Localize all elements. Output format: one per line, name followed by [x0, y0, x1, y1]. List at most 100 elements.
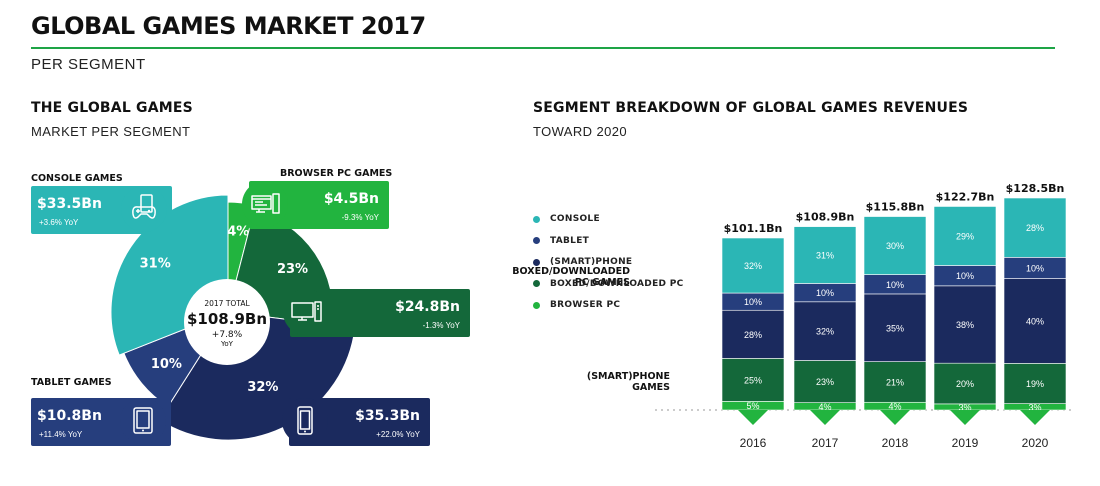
pie-center-value: $108.9Bn: [187, 310, 267, 328]
pie-slice-label-boxed_pc: 23%: [277, 262, 308, 277]
bar-segment-label-smartphone-2020: 40%: [1026, 316, 1044, 326]
legend-item-browser_pc: BROWSER PC: [533, 298, 620, 312]
bar-segment-tablet-2018: [863, 274, 927, 295]
pie-slice-label-smartphone: 32%: [247, 380, 278, 395]
x-tick-label-2017: 2017: [812, 436, 839, 450]
bar-segment-tablet-2016: [721, 292, 785, 311]
bar-chart-subtitle: TOWARD 2020: [533, 124, 627, 139]
bar-segment-label-console-2016: 32%: [744, 261, 762, 271]
callout-title-smartphone: (SMART)PHONE GAMES: [587, 371, 670, 393]
legend-swatch: [533, 215, 540, 223]
legend-swatch: [533, 237, 540, 244]
callout-title-tablet: TABLET GAMES: [31, 377, 112, 388]
bar-total-label-2018: $115.8Bn: [866, 201, 925, 214]
bar-segment-browser_pc-2016: [721, 401, 785, 411]
pie-slice-label-browser_pc: 4%: [227, 225, 249, 240]
pie-center-change-label: YoY: [220, 340, 234, 348]
bar-segment-label-boxed_pc-2020: 19%: [1026, 379, 1044, 389]
bar-segment-label-tablet-2017: 10%: [816, 288, 834, 298]
bar-segment-boxed_pc-2018: [863, 361, 927, 403]
bar-segment-smartphone-2019: [933, 285, 997, 364]
callout-title-line: GAMES: [632, 382, 670, 393]
smartphone-icon: [282, 398, 328, 444]
bar-segment-console-2018: [863, 216, 927, 275]
bar-segment-label-smartphone-2016: 28%: [744, 330, 762, 340]
bar-segment-boxed_pc-2016: [721, 358, 785, 402]
bar-segment-label-boxed_pc-2016: 25%: [744, 375, 762, 385]
bar-segment-browser_pc-2019: [933, 403, 997, 411]
legend-swatch: [533, 301, 540, 309]
bar-segment-tablet-2020: [1003, 257, 1067, 279]
bar-segment-label-smartphone-2017: 32%: [816, 327, 834, 337]
callout-title-line: CONSOLE GAMES: [31, 173, 123, 184]
callout-title-console: CONSOLE GAMES: [31, 173, 123, 184]
bar-segment-boxed_pc-2017: [793, 360, 857, 403]
x-tick-label-2016: 2016: [740, 436, 767, 450]
callout-title-line: BOXED/DOWNLOADED: [512, 266, 630, 277]
pie-chart-subtitle: MARKET PER SEGMENT: [31, 124, 191, 139]
title-divider: [31, 47, 1055, 49]
bar-segment-label-browser_pc-2018: 4%: [888, 402, 901, 412]
pie-chart-title: THE GLOBAL GAMES: [31, 100, 193, 116]
bar-segment-label-tablet-2019: 10%: [956, 271, 974, 281]
bar-segment-console-2017: [793, 226, 857, 284]
bar-segment-label-browser_pc-2019: 3%: [958, 402, 971, 412]
bar-segment-label-boxed_pc-2018: 21%: [886, 377, 904, 387]
bar-segment-label-browser_pc-2017: 4%: [818, 402, 831, 412]
bar-segment-console-2016: [721, 237, 785, 294]
bar-segment-label-console-2019: 29%: [956, 231, 974, 241]
pie-center-disc: [184, 279, 270, 365]
bar-segment-label-console-2017: 31%: [816, 251, 834, 261]
bar-chevron-2020: [1020, 410, 1050, 425]
legend-item-boxed_pc: BOXED/DOWNLOADED PC: [533, 277, 684, 291]
bar-segment-label-browser_pc-2020: 3%: [1028, 402, 1041, 412]
gamepad-icon: [121, 186, 167, 232]
bar-segment-label-boxed_pc-2019: 20%: [956, 379, 974, 389]
pie-center-change: +7.8%: [212, 330, 243, 340]
legend-swatch: [533, 280, 540, 287]
legend-label: CONSOLE: [550, 214, 600, 224]
bar-total-label-2020: $128.5Bn: [1006, 182, 1065, 195]
legend-label: BOXED/DOWNLOADED PC: [550, 278, 684, 289]
tablet-icon: [120, 398, 166, 444]
legend-swatch: [533, 258, 540, 266]
bar-chevron-2017: [810, 410, 840, 425]
bar-total-label-2016: $101.1Bn: [724, 222, 783, 235]
bar-segment-smartphone-2017: [793, 301, 857, 361]
bar-segment-label-smartphone-2019: 38%: [956, 320, 974, 330]
bar-segment-browser_pc-2018: [863, 401, 927, 411]
callout-title-line: BROWSER PC GAMES: [280, 168, 393, 179]
callout-title-line: PC GAMES: [574, 277, 630, 288]
legend-label: (SMART)PHONE: [550, 257, 633, 267]
bar-chevron-2019: [950, 410, 980, 425]
bar-segment-console-2020: [1003, 197, 1067, 258]
monitor-icon: [283, 289, 329, 335]
pie-center-label: 2017 TOTAL: [204, 299, 250, 308]
bar-segment-label-tablet-2020: 10%: [1026, 263, 1044, 273]
bar-segment-label-console-2020: 28%: [1026, 223, 1044, 233]
bar-total-label-2019: $122.7Bn: [936, 190, 995, 203]
callout-yoy-boxed_pc: -1.3% YoY: [422, 321, 460, 330]
bar-total-label-2017: $108.9Bn: [796, 211, 855, 224]
bar-segment-smartphone-2016: [721, 309, 785, 359]
bar-segment-tablet-2017: [793, 283, 857, 303]
bar-segment-smartphone-2018: [863, 293, 927, 362]
bar-segment-console-2019: [933, 206, 997, 266]
legend-item-console: CONSOLE: [533, 212, 600, 226]
bar-segment-label-console-2018: 30%: [886, 241, 904, 251]
bar-segment-label-tablet-2016: 10%: [744, 297, 762, 307]
browser-pc-icon: [242, 181, 288, 227]
bar-chart-title: SEGMENT BREAKDOWN OF GLOBAL GAMES REVENU…: [533, 100, 969, 116]
bar-segment-browser_pc-2020: [1003, 403, 1067, 411]
x-tick-label-2020: 2020: [1022, 436, 1049, 450]
callout-title-browser_pc: BROWSER PC GAMES: [280, 168, 392, 179]
x-tick-label-2018: 2018: [882, 436, 909, 450]
callout-value-console: $33.5Bn: [37, 196, 102, 212]
pie-slice-label-tablet: 10%: [151, 357, 182, 372]
page-title: GLOBAL GAMES MARKET 2017: [31, 12, 426, 40]
bar-segment-label-browser_pc-2016: 5%: [746, 401, 759, 411]
bar-chevron-2016: [738, 410, 768, 425]
bar-segment-boxed_pc-2020: [1003, 363, 1067, 404]
callout-yoy-console: +3.6% YoY: [39, 218, 79, 227]
callout-yoy-tablet: +11.4% YoY: [39, 430, 83, 439]
